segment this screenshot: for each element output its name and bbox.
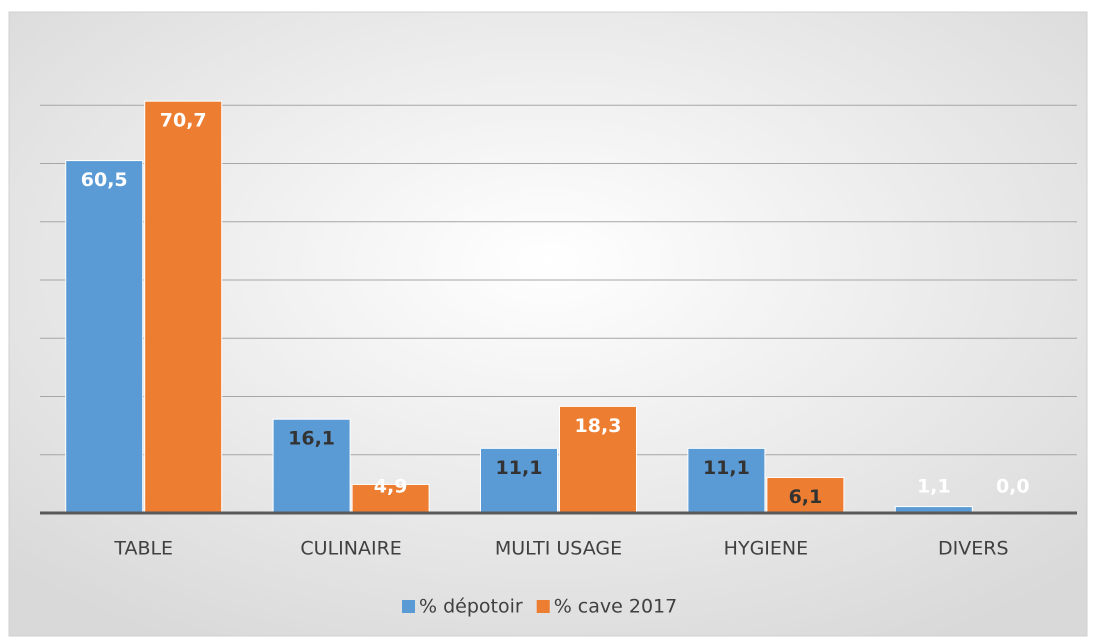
- bar: [766, 476, 845, 514]
- x-tick-label: TABLE: [113, 538, 173, 560]
- bar: [559, 405, 637, 514]
- data-label: 16,1: [288, 428, 335, 450]
- data-label: 0,0: [996, 476, 1030, 498]
- bar: [144, 100, 223, 514]
- bar: [480, 447, 558, 514]
- x-tick-label: CULINAIRE: [300, 538, 401, 560]
- data-label: 70,7: [160, 110, 207, 132]
- x-tick-label: MULTI USAGE: [495, 538, 622, 560]
- data-label: 11,1: [703, 457, 750, 479]
- data-label: 11,1: [496, 457, 543, 479]
- bar: [351, 483, 430, 514]
- data-label: 1,1: [917, 476, 951, 498]
- legend-swatch: [402, 600, 415, 613]
- x-tick-label: DIVERS: [938, 538, 1009, 560]
- data-label: 6,1: [789, 486, 823, 508]
- legend-label: % cave 2017: [554, 596, 678, 618]
- data-label: 18,3: [575, 415, 622, 437]
- bar: [65, 160, 144, 514]
- data-label: 60,5: [81, 169, 128, 191]
- legend-label: % dépotoir: [419, 596, 523, 618]
- data-label: 4,9: [374, 476, 408, 498]
- x-tick-label: HYGIENE: [724, 538, 808, 560]
- bar: [272, 418, 351, 514]
- bar: [687, 447, 766, 514]
- legend-swatch: [536, 600, 550, 613]
